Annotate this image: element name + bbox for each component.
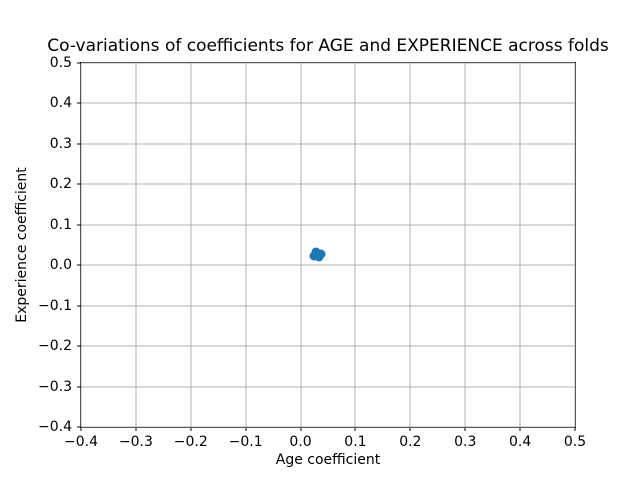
y-tick-mark [77, 143, 81, 145]
x-gridline [519, 63, 521, 427]
y-gridline [81, 426, 575, 428]
y-tick-mark [77, 183, 81, 185]
x-tick-mark [300, 427, 302, 431]
y-tick-label: −0.2 [38, 338, 72, 355]
y-tick-mark [77, 102, 81, 104]
x-tick-label: 0.5 [563, 434, 587, 450]
y-gridline [81, 305, 575, 307]
y-tick-mark [77, 426, 81, 428]
x-tick-mark [80, 427, 82, 431]
x-tick-mark [574, 427, 576, 431]
y-tick-mark [77, 345, 81, 347]
y-tick-mark [77, 264, 81, 266]
x-gridline [245, 63, 247, 427]
x-tick-mark [519, 427, 521, 431]
y-tick-mark [77, 224, 81, 226]
x-tick-mark [464, 427, 466, 431]
x-tick-label: 0.0 [289, 434, 312, 450]
x-gridline [574, 63, 576, 427]
x-tick-label: 0.3 [454, 434, 477, 450]
x-tick-label: 0.2 [399, 434, 422, 450]
x-tick-mark [135, 427, 137, 431]
y-gridline [81, 345, 575, 347]
x-gridline [80, 63, 82, 427]
x-tick-label: 0.1 [344, 434, 367, 450]
y-tick-mark [77, 305, 81, 307]
y-gridline [81, 62, 575, 64]
x-gridline [354, 63, 356, 427]
y-tick-label: −0.3 [38, 378, 72, 395]
y-gridline [81, 264, 575, 266]
x-tick-label: 0.4 [508, 434, 532, 450]
x-tick-mark [190, 427, 192, 431]
y-tick-label: 0.5 [49, 55, 72, 71]
y-tick-mark [77, 386, 81, 388]
chart-title: Co-variations of coefficients for AGE an… [47, 36, 609, 56]
y-tick-label: −0.4 [38, 419, 72, 435]
y-gridline [81, 183, 575, 185]
x-gridline [135, 63, 137, 427]
y-tick-mark [77, 62, 81, 64]
x-tick-label: −0.4 [64, 434, 98, 450]
y-tick-label: −0.1 [38, 297, 72, 314]
plot-area: −0.4 −0.3 −0.2 −0.1 0.0 0.1 0.2 0.3 0.4 0.5 −0.4 −0… [38, 55, 586, 450]
y-tick-label: 0.1 [49, 216, 72, 233]
x-tick-label: −0.3 [118, 434, 153, 450]
x-axis-label: Age coefficient [275, 452, 381, 468]
scatter-point [316, 249, 326, 259]
x-gridline [464, 63, 466, 427]
y-tick-label: 0.2 [49, 176, 72, 193]
x-tick-mark [245, 427, 247, 431]
x-gridline [409, 63, 411, 427]
x-gridline [300, 63, 302, 427]
x-tick-mark [409, 427, 411, 431]
y-axis-label: Experience coefficient [14, 167, 30, 323]
x-tick-label: −0.2 [173, 434, 208, 450]
y-tick-label: 0.0 [49, 257, 72, 274]
y-gridline [81, 386, 575, 388]
x-tick-label: −0.1 [228, 434, 263, 450]
y-gridline [81, 102, 575, 104]
y-gridline [81, 143, 575, 145]
x-gridline [190, 63, 192, 427]
y-gridline [81, 224, 575, 226]
y-tick-label: 0.4 [49, 95, 72, 112]
x-tick-mark [354, 427, 356, 431]
y-tick-label: 0.3 [49, 135, 72, 152]
